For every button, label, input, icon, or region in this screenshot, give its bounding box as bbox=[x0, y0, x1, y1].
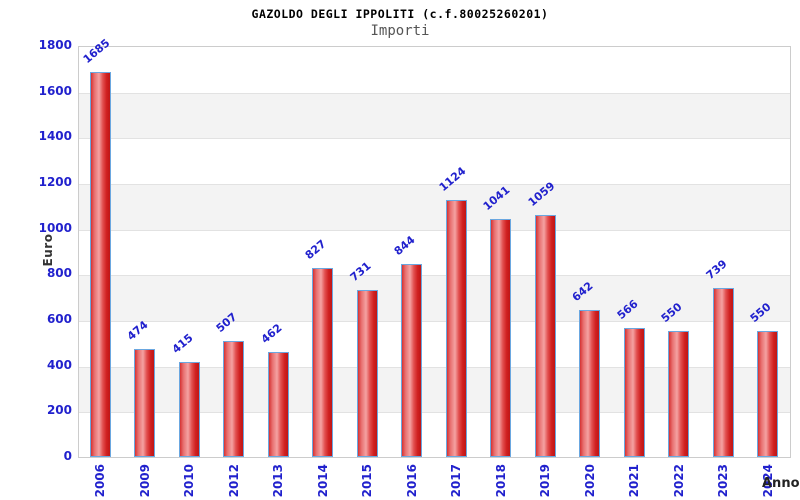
grid-band bbox=[79, 275, 790, 321]
y-tick-label: 1200 bbox=[38, 175, 72, 189]
x-tick-label: 2020 bbox=[582, 464, 597, 498]
gridline bbox=[79, 275, 790, 277]
y-tick-label: 1400 bbox=[38, 129, 72, 144]
x-tick-label: 2006 bbox=[93, 464, 108, 498]
gridline bbox=[79, 229, 790, 231]
bar bbox=[89, 72, 111, 457]
gridline bbox=[79, 321, 790, 322]
gridline bbox=[79, 184, 790, 185]
x-tick-label: 2013 bbox=[271, 464, 286, 498]
x-tick-label: 2010 bbox=[182, 464, 197, 498]
grid-band bbox=[79, 184, 790, 230]
x-tick-label: 2009 bbox=[137, 464, 152, 498]
chart-title: GAZOLDO DEGLI IPPOLITI (c.f.80025260201) bbox=[251, 7, 549, 21]
y-tick-label: 1800 bbox=[38, 38, 72, 52]
x-tick-label: 2017 bbox=[449, 464, 464, 498]
y-tick-label: 0 bbox=[63, 449, 72, 463]
bar bbox=[668, 331, 690, 457]
gridline bbox=[79, 92, 790, 94]
bar bbox=[401, 264, 423, 457]
y-tick-label: 600 bbox=[46, 312, 72, 326]
x-tick-label: 2016 bbox=[404, 464, 419, 498]
chart-subtitle: Importi bbox=[370, 23, 430, 39]
x-tick-label: 2019 bbox=[538, 464, 553, 498]
x-tick-label: 2014 bbox=[315, 464, 330, 498]
y-tick-label: 1600 bbox=[38, 83, 72, 98]
y-tick-label: 1000 bbox=[38, 220, 72, 235]
bar bbox=[757, 331, 779, 457]
y-tick-label: 200 bbox=[46, 403, 72, 418]
x-tick-label: 2023 bbox=[716, 464, 731, 498]
bar bbox=[712, 288, 734, 457]
x-axis-title: Anno bbox=[762, 476, 800, 491]
x-tick-label: 2021 bbox=[627, 464, 642, 498]
bar bbox=[312, 268, 334, 457]
y-tick-label: 400 bbox=[46, 357, 72, 372]
bar bbox=[134, 348, 156, 457]
y-tick-label: 800 bbox=[46, 266, 72, 281]
bar bbox=[356, 290, 378, 457]
bar bbox=[445, 200, 467, 457]
grid-band bbox=[79, 138, 790, 184]
bar bbox=[178, 362, 200, 457]
bar bbox=[534, 215, 556, 457]
grid-band bbox=[79, 92, 790, 139]
gridline bbox=[79, 366, 790, 368]
bar bbox=[223, 341, 245, 457]
gridline bbox=[79, 412, 790, 414]
x-tick-label: 2012 bbox=[226, 464, 241, 498]
x-tick-label: 2018 bbox=[493, 464, 508, 498]
y-axis-title: Euro bbox=[41, 233, 55, 267]
x-tick-label: 2022 bbox=[671, 464, 686, 498]
grid-band bbox=[79, 230, 790, 276]
bar bbox=[579, 310, 601, 457]
x-tick-label: 2015 bbox=[360, 464, 375, 498]
bar bbox=[623, 327, 645, 457]
grid-band bbox=[79, 47, 790, 93]
bar bbox=[490, 219, 512, 457]
bar bbox=[267, 351, 289, 457]
gridline bbox=[79, 138, 790, 140]
